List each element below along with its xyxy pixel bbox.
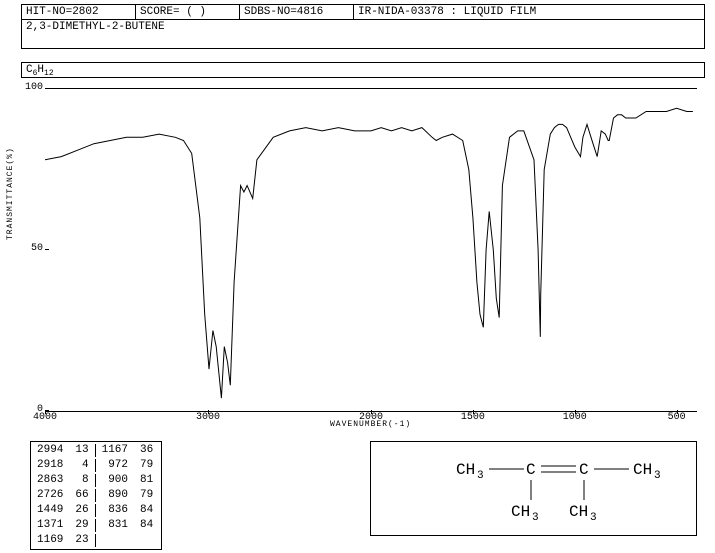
- ch3-group: CH: [633, 461, 652, 479]
- peak-wn: 1371: [33, 519, 69, 532]
- sdbs-no-field: SDBS-NO=4816: [240, 5, 354, 19]
- peak-t: 66: [71, 489, 95, 502]
- structure-svg: CH 3 C C CH 3 CH 3 CH 3: [371, 442, 696, 535]
- peak-t: 26: [71, 504, 95, 517]
- peak-wn: 836: [98, 504, 134, 517]
- c-atom: C: [526, 461, 536, 479]
- peak-table: 2994131167362918497279286389008127266689…: [30, 441, 162, 550]
- structure-diagram: CH 3 C C CH 3 CH 3 CH 3: [370, 441, 697, 536]
- ch3-group: CH: [456, 461, 475, 479]
- header-bar: HIT-NO=2802 SCORE= ( ) SDBS-NO=4816 IR-N…: [21, 4, 705, 20]
- c-atom: C: [579, 461, 589, 479]
- peak-t: 79: [136, 459, 159, 472]
- peak-t: [136, 534, 159, 547]
- peak-wn: 2863: [33, 474, 69, 487]
- peak-t: 84: [136, 519, 159, 532]
- peak-wn: 972: [98, 459, 134, 472]
- peak-wn: 1167: [98, 444, 134, 457]
- compound-name: 2,3-DIMETHYL-2-BUTENE: [21, 19, 705, 49]
- y-tick-label: 50: [25, 243, 43, 254]
- peak-wn: 2994: [33, 444, 69, 457]
- score-field: SCORE= ( ): [136, 5, 240, 19]
- peak-t: 4: [71, 459, 95, 472]
- ch3-group: CH: [569, 503, 588, 521]
- peak-t: 8: [71, 474, 95, 487]
- peak-wn: 1449: [33, 504, 69, 517]
- y-axis-label: TRANSMITTANCE(%): [6, 147, 15, 240]
- y-tick-label: 100: [25, 82, 43, 93]
- subscript: 3: [590, 512, 597, 524]
- peak-t: 23: [71, 534, 95, 547]
- peak-wn: 890: [98, 489, 134, 502]
- peak-wn: 900: [98, 474, 134, 487]
- peak-t: 29: [71, 519, 95, 532]
- peak-wn: 2918: [33, 459, 69, 472]
- ch3-group: CH: [511, 503, 530, 521]
- subscript: 3: [654, 470, 661, 482]
- subscript: 3: [532, 512, 539, 524]
- hit-no-field: HIT-NO=2802: [22, 5, 136, 19]
- spectrum-plot: [45, 88, 697, 412]
- peak-t: 79: [136, 489, 159, 502]
- peak-wn: 1169: [33, 534, 69, 547]
- peak-t: 13: [71, 444, 95, 457]
- peak-wn: 2726: [33, 489, 69, 502]
- peak-t: 81: [136, 474, 159, 487]
- molecular-formula: C6H12: [21, 62, 705, 78]
- peak-wn: [98, 534, 134, 547]
- ir-info-field: IR-NIDA-03378 : LIQUID FILM: [354, 5, 704, 19]
- subscript: 3: [477, 470, 484, 482]
- peak-t: 36: [136, 444, 159, 457]
- spectrum-line: [45, 89, 697, 411]
- peak-t: 84: [136, 504, 159, 517]
- peak-wn: 831: [98, 519, 134, 532]
